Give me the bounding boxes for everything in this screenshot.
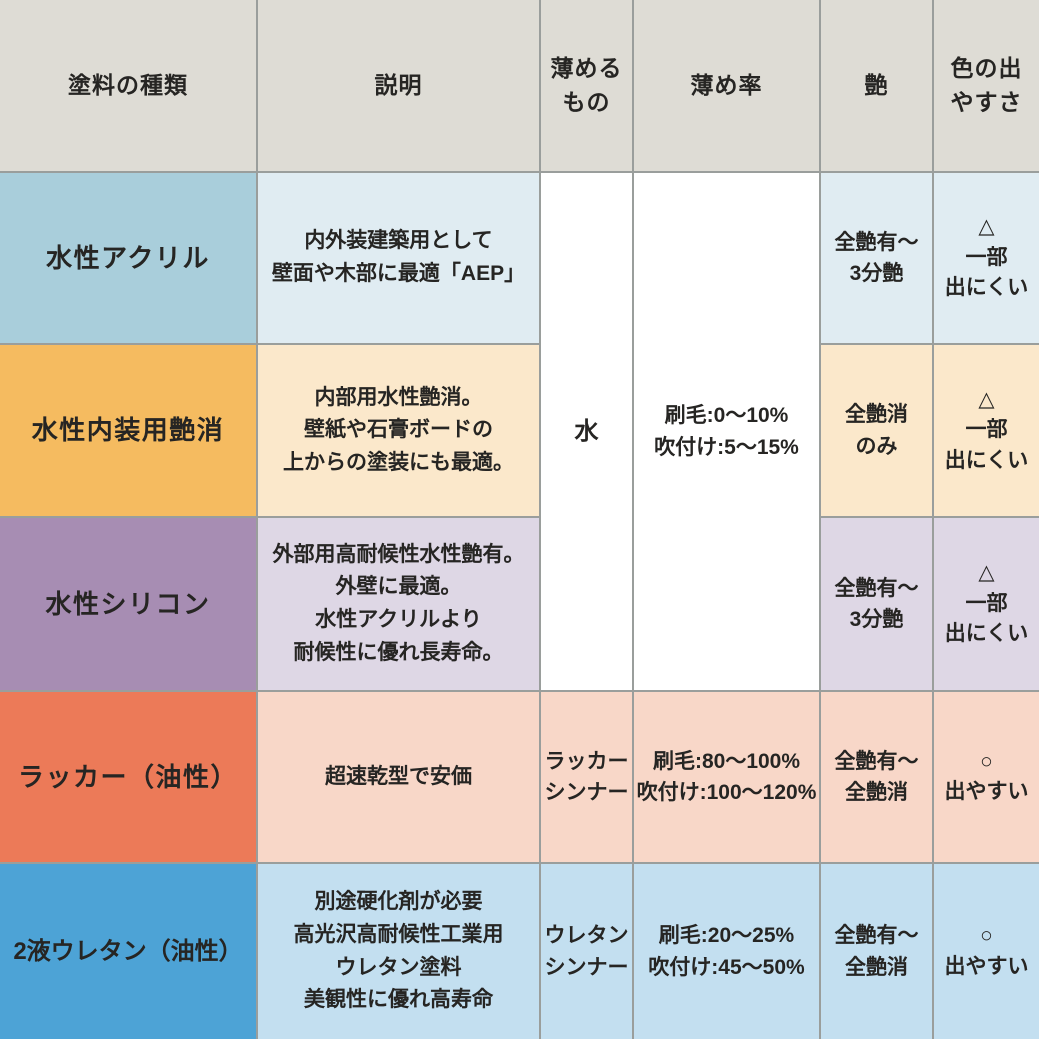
gloss-row2: 全艶消 のみ xyxy=(821,345,934,518)
header-thin-ratio: 薄め率 xyxy=(634,0,821,173)
thin-ratio-row5: 刷毛:20〜25% 吹付け:45〜50% xyxy=(634,864,821,1039)
header-color-ease: 色の出 やすさ xyxy=(934,0,1039,173)
paint-name-row1: 水性アクリル xyxy=(0,173,258,345)
header-description: 説明 xyxy=(258,0,541,173)
header-paint-type: 塗料の種類 xyxy=(0,0,258,173)
gloss-row5: 全艶有〜 全艶消 xyxy=(821,864,934,1039)
paint-name-row4: ラッカー（油性） xyxy=(0,692,258,864)
color-ease-row3: △ 一部 出にくい xyxy=(934,518,1039,692)
color-ease-row5: ○ 出やすい xyxy=(934,864,1039,1039)
thinner-merged-rows1-3: 水 xyxy=(541,173,634,692)
description-row2: 内部用水性艶消。 壁紙や石膏ボードの 上からの塗装にも最適。 xyxy=(258,345,541,518)
gloss-row4: 全艶有〜 全艶消 xyxy=(821,692,934,864)
paint-name-row2: 水性内装用艶消 xyxy=(0,345,258,518)
paint-name-row5: 2液ウレタン（油性） xyxy=(0,864,258,1039)
thinner-row5: ウレタン シンナー xyxy=(541,864,634,1039)
color-ease-row2: △ 一部 出にくい xyxy=(934,345,1039,518)
thinner-row4: ラッカー シンナー xyxy=(541,692,634,864)
color-ease-row1: △ 一部 出にくい xyxy=(934,173,1039,345)
header-thinner: 薄める もの xyxy=(541,0,634,173)
paint-name-row3: 水性シリコン xyxy=(0,518,258,692)
header-gloss: 艶 xyxy=(821,0,934,173)
gloss-row1: 全艶有〜 3分艶 xyxy=(821,173,934,345)
description-row1: 内外装建築用として 壁面や木部に最適「AEP」 xyxy=(258,173,541,345)
description-row5: 別途硬化剤が必要 高光沢高耐候性工業用 ウレタン塗料 美観性に優れ高寿命 xyxy=(258,864,541,1039)
description-row4: 超速乾型で安価 xyxy=(258,692,541,864)
thin-ratio-merged-rows1-3: 刷毛:0〜10% 吹付け:5〜15% xyxy=(634,173,821,692)
thin-ratio-row4: 刷毛:80〜100% 吹付け:100〜120% xyxy=(634,692,821,864)
description-row3: 外部用高耐候性水性艶有。 外壁に最適。 水性アクリルより 耐候性に優れ長寿命。 xyxy=(258,518,541,692)
gloss-row3: 全艶有〜 3分艶 xyxy=(821,518,934,692)
color-ease-row4: ○ 出やすい xyxy=(934,692,1039,864)
